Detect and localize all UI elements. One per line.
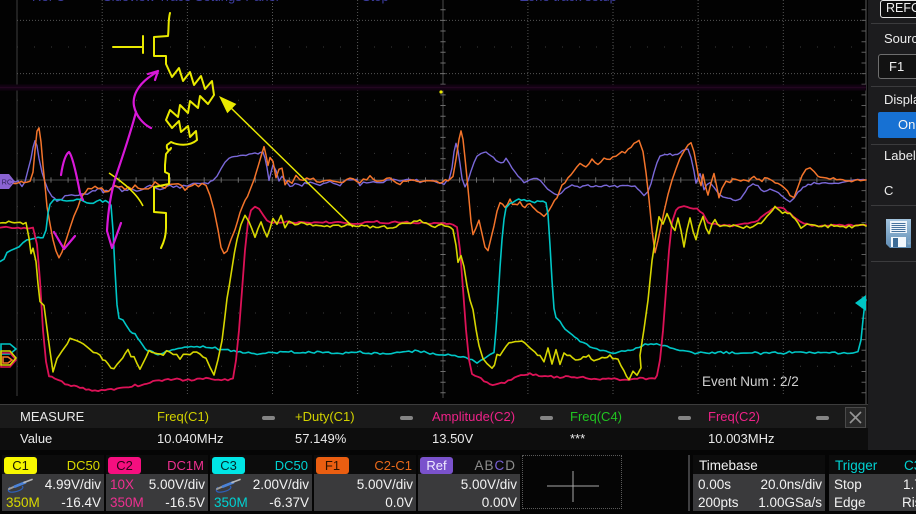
svg-text:Event Num : 2/2: Event Num : 2/2 (702, 374, 799, 389)
svg-text:RC: RC (2, 178, 13, 187)
